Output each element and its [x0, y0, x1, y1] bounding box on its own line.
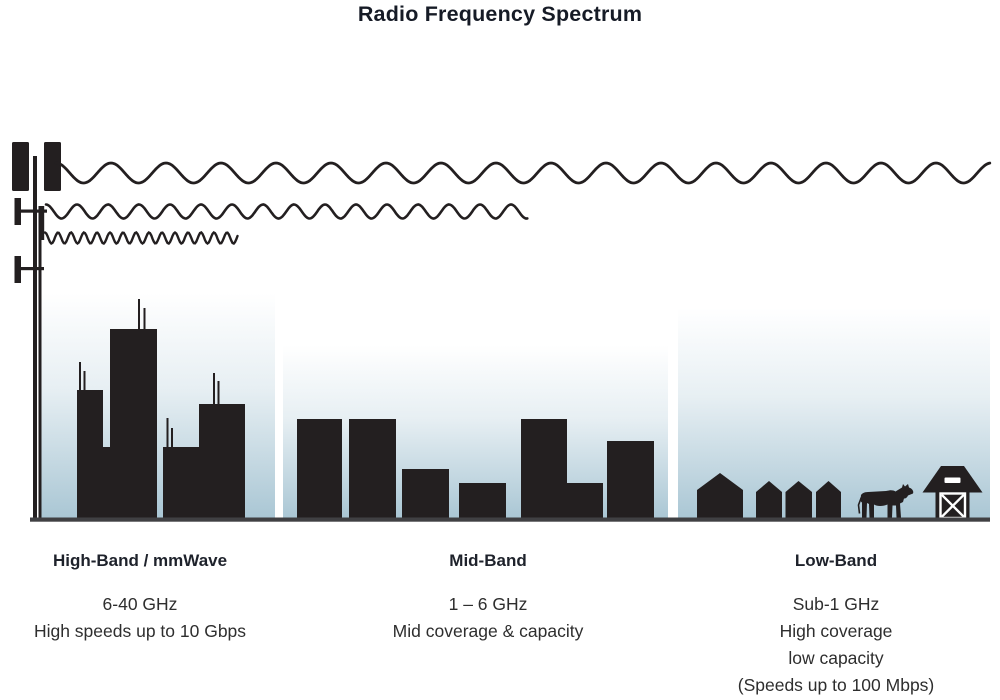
building	[607, 441, 654, 520]
antenna-panel	[12, 142, 29, 191]
building	[297, 419, 342, 520]
barn-door	[939, 492, 967, 520]
houses	[697, 473, 841, 520]
skyscraper	[77, 390, 103, 520]
building	[459, 483, 506, 520]
tower-crossbar	[16, 267, 44, 271]
building	[402, 469, 449, 520]
tower-stub	[41, 206, 45, 240]
antenna-panel-small	[14, 256, 21, 283]
mid-frequency-wave	[44, 203, 529, 220]
radio-waves	[43, 161, 992, 246]
mid-band-frequency: 1 – 6 GHz	[448, 594, 528, 614]
high-band-heading: High-Band / mmWave	[52, 551, 228, 570]
skyscraper	[110, 329, 157, 520]
low-band-heading: Low-Band	[794, 551, 878, 570]
low-band-speed: (Speeds up to 100 Mbps)	[737, 675, 935, 695]
high-band-description: 6-40 GHz High speeds up to 10 Gbps	[34, 591, 246, 645]
skyscraper	[199, 404, 245, 520]
tower-crossbar	[16, 209, 47, 213]
low-band-scene	[678, 308, 990, 520]
mid-band-description: 1 – 6 GHz Mid coverage & capacity	[393, 591, 584, 645]
page-title: Radio Frequency Spectrum	[357, 2, 643, 26]
low-band-capacity: low capacity	[788, 648, 884, 668]
house-icon	[756, 481, 782, 520]
building	[521, 419, 567, 520]
low-band-description: Sub-1 GHz High coverage low capacity (Sp…	[738, 591, 935, 699]
tower-mast	[33, 156, 37, 520]
skyscraper	[163, 447, 199, 520]
rooftop-antennas	[79, 299, 220, 448]
ground-line	[30, 517, 990, 522]
high-band-scene	[41, 293, 275, 520]
barn-loft-vent	[944, 477, 961, 483]
antenna-panel	[44, 142, 61, 191]
tower-mast-line	[38, 206, 42, 520]
house-icon	[816, 481, 841, 520]
mid-band-scene	[283, 345, 668, 520]
high-band-capacity: High speeds up to 10 Gbps	[33, 621, 247, 641]
cell-tower	[12, 142, 61, 520]
low-frequency-wave	[54, 161, 992, 185]
cow-icon	[857, 484, 914, 518]
high-band-frequency: 6-40 GHz	[102, 594, 178, 614]
mid-band-heading: Mid-Band	[449, 551, 527, 570]
skyscrapers	[77, 329, 245, 520]
low-band-frequency: Sub-1 GHz	[792, 594, 880, 614]
mid-band-capacity: Mid coverage & capacity	[392, 621, 584, 641]
mid-rise-buildings	[297, 419, 654, 520]
barn-icon	[922, 466, 983, 520]
building	[567, 483, 603, 520]
skyscraper	[103, 447, 111, 520]
house-icon	[785, 481, 812, 520]
low-band-coverage: High coverage	[779, 621, 893, 641]
building	[349, 419, 396, 520]
high-frequency-wave	[43, 230, 239, 246]
antenna-panel-small	[14, 198, 21, 225]
house-icon	[697, 473, 743, 520]
